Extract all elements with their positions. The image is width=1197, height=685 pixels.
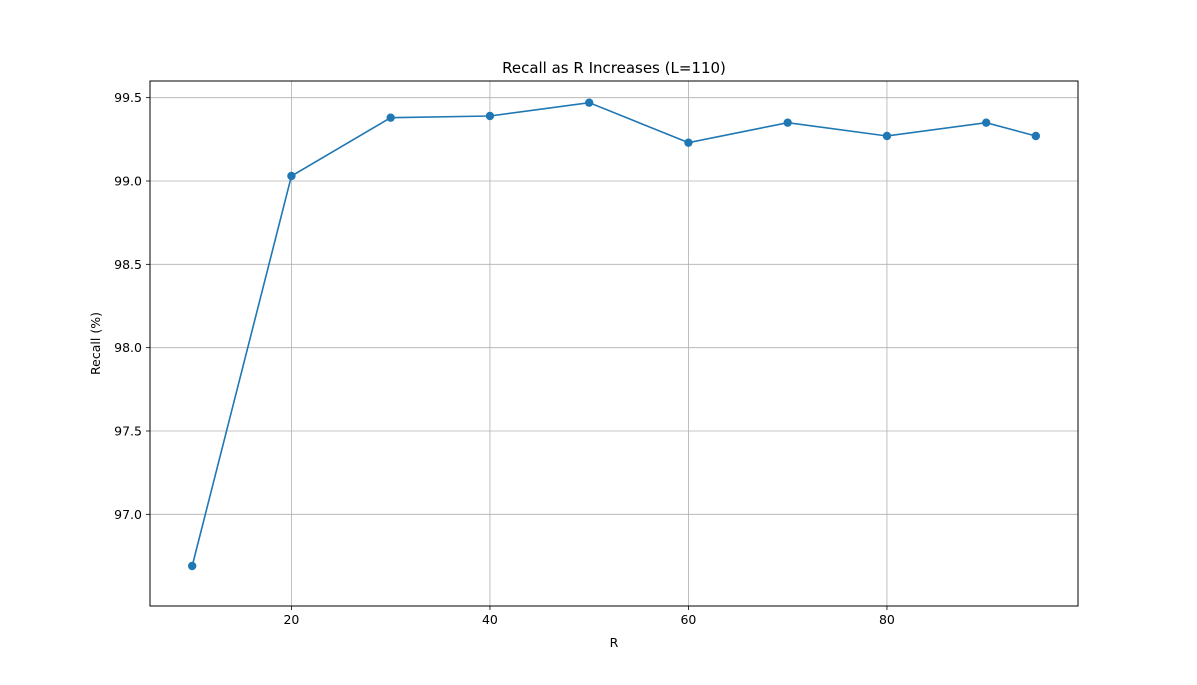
series-layer	[187, 98, 1041, 571]
plot-frame	[149, 80, 1079, 607]
series-line	[191, 101, 1037, 567]
data-point	[981, 118, 991, 127]
data-point	[1031, 131, 1041, 141]
x-tick-label: 60	[680, 612, 696, 627]
y-tick-label: 98.5	[114, 257, 142, 272]
tick-layer: 20 40 60 80 97.0 97.5 98.0 98.5 99.0 99.5	[114, 90, 895, 627]
y-tick-label: 98.0	[114, 340, 142, 355]
y-axis-label: Recall (%)	[88, 312, 103, 375]
data-point	[882, 131, 892, 141]
grid-layer	[150, 81, 1078, 606]
y-tick-label: 99.5	[114, 90, 142, 105]
y-tick-label: 99.0	[114, 174, 142, 189]
data-point	[386, 113, 395, 122]
x-tick-label: 20	[283, 612, 299, 627]
data-point	[187, 561, 197, 571]
data-point	[684, 138, 693, 147]
data-point	[287, 171, 296, 181]
chart-title: Recall as R Increases (L=110)	[502, 59, 726, 77]
x-tick-label: 40	[482, 612, 498, 627]
data-point	[584, 98, 594, 107]
x-tick-label: 80	[879, 612, 895, 627]
data-point	[783, 118, 792, 127]
x-axis-label: R	[610, 635, 619, 650]
y-tick-label: 97.0	[114, 507, 142, 522]
data-point	[485, 111, 495, 121]
y-tick-label: 97.5	[114, 424, 142, 439]
